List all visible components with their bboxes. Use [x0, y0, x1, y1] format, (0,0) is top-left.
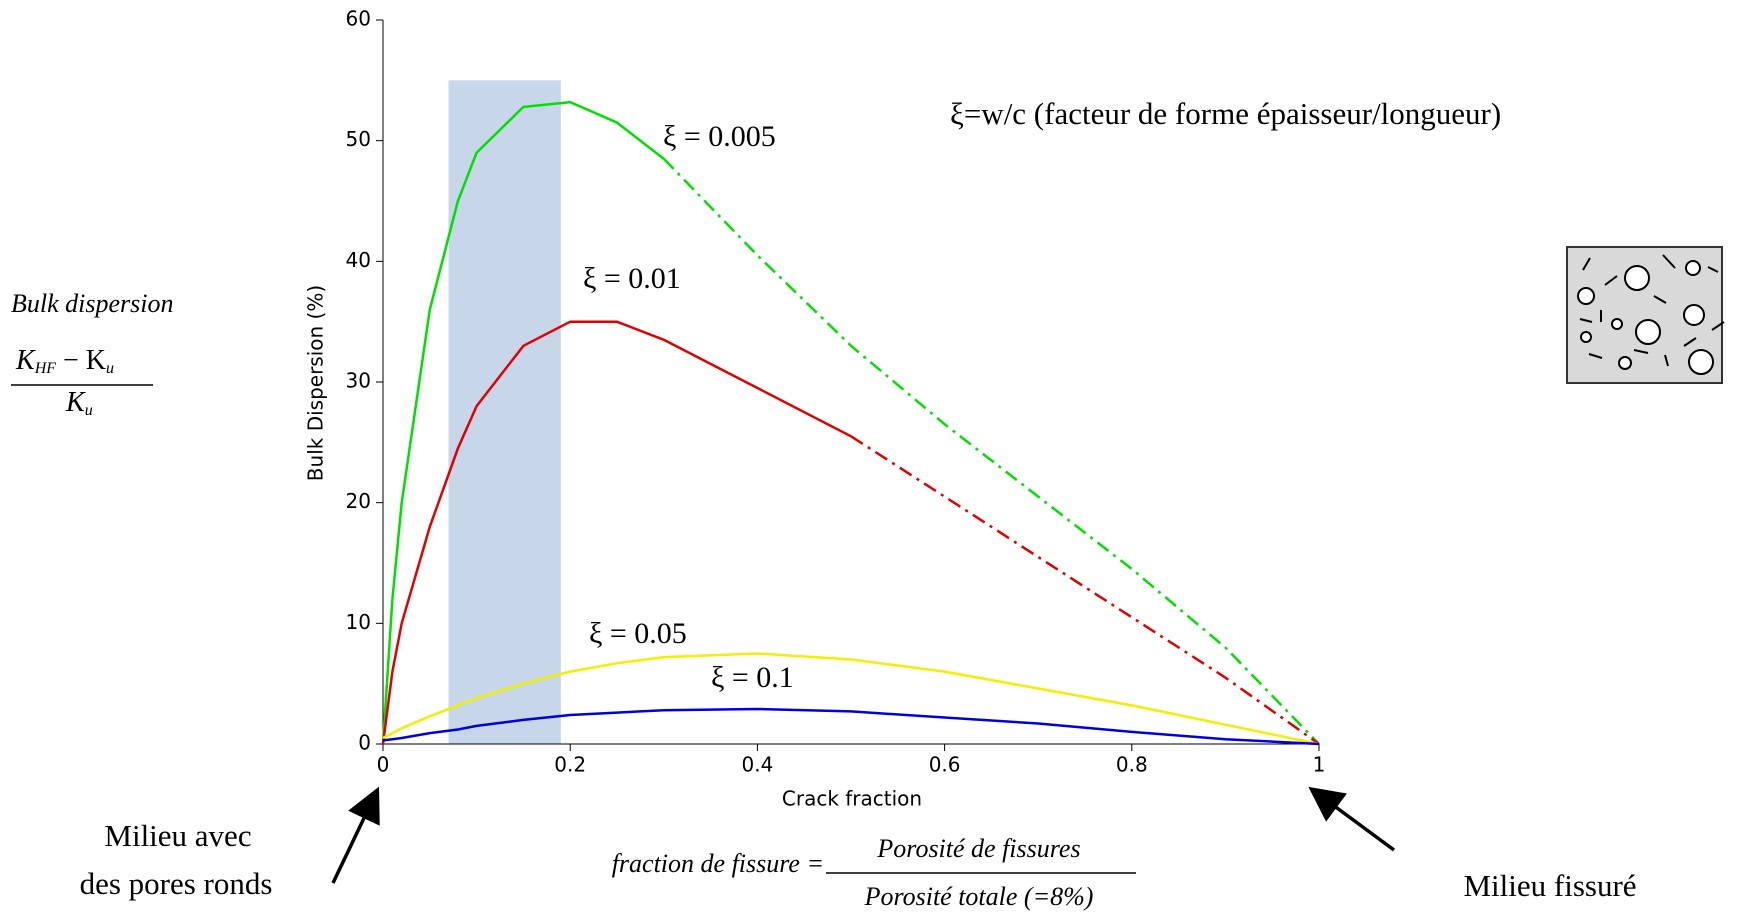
highlight-band [448, 80, 561, 745]
series-line [381, 320, 852, 745]
sub: u [85, 402, 93, 419]
formula-lhs: fraction de fissure = [612, 849, 824, 878]
series-label: ξ = 0.01 [583, 262, 681, 295]
series-label: ξ = 0.005 [663, 120, 776, 153]
x-axis-label: Crack fraction [782, 787, 922, 811]
x-tick-label: 0.8 [1116, 753, 1148, 777]
x-tick-label: 0.2 [554, 753, 586, 777]
x-tick-label: 0 [377, 753, 390, 777]
series-line [662, 157, 1320, 745]
pore-icon [1566, 246, 1725, 384]
x-tick-label: 0.4 [741, 753, 773, 777]
series-line [382, 707, 1320, 746]
sub: HF [34, 360, 57, 377]
series-line [381, 100, 665, 745]
x-tick-label: 1 [1313, 753, 1326, 777]
y-tick-label: 0 [358, 731, 371, 755]
right-caption: Milieu fissuré [1463, 868, 1636, 903]
series-label: ξ = 0.05 [589, 617, 687, 650]
y-tick-label: 20 [346, 489, 371, 513]
formula-numerator: Porosité de fissures [876, 834, 1080, 863]
left-caption: des pores ronds [80, 866, 273, 901]
left-label-denominator: Ku [65, 387, 93, 418]
left-label-numerator: KHF − Ku [15, 345, 114, 376]
series-line [382, 652, 1320, 746]
formula-denominator: Porosité totale (=8%) [864, 882, 1094, 911]
arrow [1308, 786, 1396, 852]
sub: u [106, 360, 114, 377]
x-tick-label: 0.6 [929, 753, 961, 777]
left-caption: Milieu avec [104, 818, 251, 853]
y-axis-label: Bulk Dispersion (%) [304, 285, 328, 481]
series-line [850, 435, 1320, 746]
left-label-title: Bulk dispersion [11, 289, 174, 318]
sym: − K [56, 345, 106, 376]
y-tick-label: 10 [346, 610, 371, 634]
sym: K [15, 345, 36, 376]
y-tick-label: 50 [346, 127, 371, 151]
note: ξ=w/c (facteur de forme épaisseur/longue… [950, 96, 1501, 131]
sym: K [65, 387, 86, 418]
y-tick-label: 30 [346, 369, 371, 393]
y-tick-label: 40 [346, 248, 371, 272]
series-label: ξ = 0.1 [711, 661, 794, 694]
arrow [331, 786, 380, 884]
y-tick-label: 60 [346, 7, 371, 31]
